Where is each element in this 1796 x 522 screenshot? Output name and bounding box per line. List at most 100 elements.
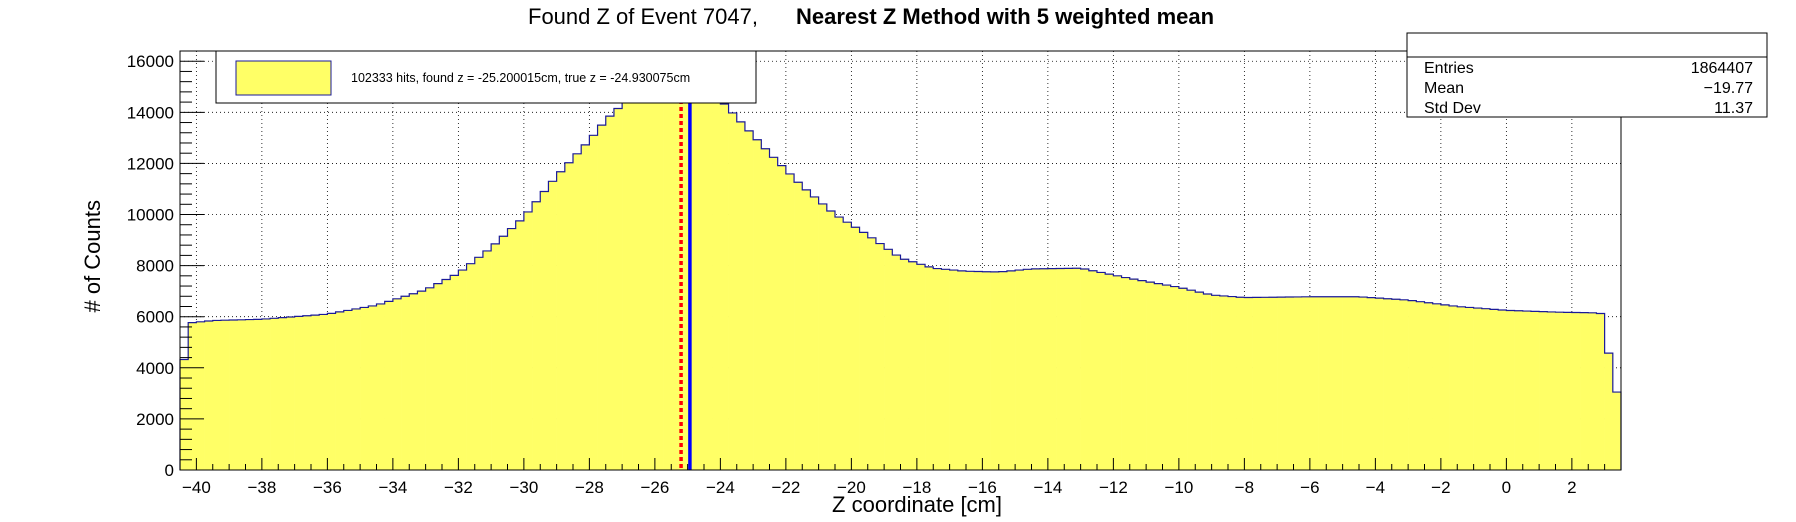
- x-tick-label: −10: [1164, 478, 1193, 497]
- histogram-bin: [1457, 307, 1465, 470]
- histogram-bin: [393, 299, 401, 470]
- histogram-bin: [786, 174, 794, 470]
- x-tick-label: 0: [1502, 478, 1511, 497]
- histogram-bin: [499, 236, 507, 470]
- histogram-bin: [1163, 285, 1171, 470]
- histogram-bin: [1048, 269, 1056, 470]
- histogram-bin: [982, 272, 990, 470]
- x-tick-label: −40: [182, 478, 211, 497]
- histogram-bin: [1596, 314, 1604, 470]
- histogram-bin: [1482, 309, 1490, 470]
- histogram-bin: [1179, 288, 1187, 470]
- histogram-bin: [1171, 287, 1179, 470]
- histogram-bin: [704, 82, 712, 470]
- histogram-bin: [1408, 301, 1416, 470]
- histogram-bin: [442, 280, 450, 470]
- histogram-bin: [925, 267, 933, 470]
- histogram-bin: [205, 321, 213, 470]
- histogram-bin: [1089, 271, 1097, 470]
- histogram-bin: [1351, 297, 1359, 470]
- histogram-bin: [491, 244, 499, 470]
- x-axis-label: Z coordinate [cm]: [832, 492, 1002, 517]
- x-tick-label: −34: [378, 478, 407, 497]
- histogram-bin: [614, 108, 622, 470]
- histogram-bin: [1605, 353, 1613, 470]
- histogram-bin: [966, 271, 974, 470]
- histogram-bin: [606, 116, 614, 470]
- histogram-bin: [1203, 294, 1211, 470]
- histogram-bin: [434, 284, 442, 470]
- histogram-bin: [409, 294, 417, 470]
- y-tick-label: 12000: [127, 154, 174, 173]
- histogram-bin: [1474, 308, 1482, 470]
- x-tick-label: −38: [247, 478, 276, 497]
- stats-box: Entries 1864407 Mean −19.77 Std Dev 11.3…: [1407, 33, 1767, 117]
- histogram-bin: [1244, 297, 1252, 470]
- histogram-bin: [1359, 297, 1367, 470]
- histogram-bin: [737, 122, 745, 470]
- histogram-bin: [950, 270, 958, 470]
- histogram-bin: [917, 264, 925, 470]
- histogram-bin: [319, 314, 327, 470]
- histogram-bin: [581, 145, 589, 470]
- histogram-bin: [1506, 310, 1514, 470]
- histogram-bin: [1064, 268, 1072, 470]
- histogram-bin: [753, 140, 761, 470]
- histogram-bin: [426, 288, 434, 470]
- x-tick-label: −36: [313, 478, 342, 497]
- histogram-bin: [1580, 313, 1588, 470]
- histogram-bin: [1613, 392, 1621, 470]
- histogram-bin: [557, 172, 565, 470]
- histogram-bin: [1253, 297, 1261, 470]
- histogram-bin: [458, 270, 466, 470]
- histogram-bin: [1294, 297, 1302, 470]
- histogram-bin: [1588, 313, 1596, 470]
- histogram-bin: [1310, 297, 1318, 470]
- histogram-bin: [327, 313, 335, 470]
- histogram-bin: [1343, 297, 1351, 470]
- histogram-bin: [1195, 292, 1203, 470]
- histogram-bin: [1032, 269, 1040, 470]
- histogram-bin: [630, 91, 638, 470]
- x-tick-label: −30: [509, 478, 538, 497]
- histogram-bin: [598, 125, 606, 470]
- x-tick-label: −6: [1300, 478, 1319, 497]
- histogram-bin: [810, 197, 818, 470]
- histogram-bin: [237, 320, 245, 470]
- x-tick-label: −14: [1033, 478, 1062, 497]
- histogram-bin: [295, 316, 303, 470]
- y-tick-label: 14000: [127, 103, 174, 122]
- histogram-bin: [229, 320, 237, 470]
- histogram-bin: [475, 257, 483, 470]
- histogram-bin: [196, 322, 204, 470]
- histogram-bin: [901, 259, 909, 470]
- histogram-bin: [1138, 281, 1146, 470]
- histogram-bin: [565, 163, 573, 470]
- histogram-bin: [720, 104, 728, 470]
- legend-entry: 102333 hits, found z = -25.200015cm, tru…: [351, 71, 690, 85]
- stats-entries-value: 1864407: [1691, 60, 1753, 77]
- x-tick-label: −28: [575, 478, 604, 497]
- histogram-bin: [1302, 297, 1310, 470]
- histogram-bin: [933, 269, 941, 470]
- histogram-bin: [1081, 269, 1089, 470]
- histogram-bin: [655, 74, 663, 470]
- histogram-bin: [663, 69, 671, 470]
- histogram-bin: [696, 71, 704, 470]
- y-tick-label: 8000: [136, 257, 174, 276]
- histogram-bin: [892, 255, 900, 470]
- x-tick-label: −12: [1099, 478, 1128, 497]
- histogram-bin: [1097, 272, 1105, 470]
- legend: 102333 hits, found z = -25.200015cm, tru…: [216, 51, 756, 103]
- histogram-bin: [639, 84, 647, 470]
- stats-mean-label: Mean: [1424, 80, 1464, 97]
- x-tick-label: −8: [1235, 478, 1254, 497]
- histogram-bin: [360, 307, 368, 470]
- histogram-bin: [573, 154, 581, 470]
- histogram-bin: [377, 304, 385, 470]
- histogram-bin: [213, 320, 221, 470]
- histogram-bin: [1113, 276, 1121, 470]
- histogram-bin: [1056, 268, 1064, 470]
- histogram-bin: [860, 232, 868, 470]
